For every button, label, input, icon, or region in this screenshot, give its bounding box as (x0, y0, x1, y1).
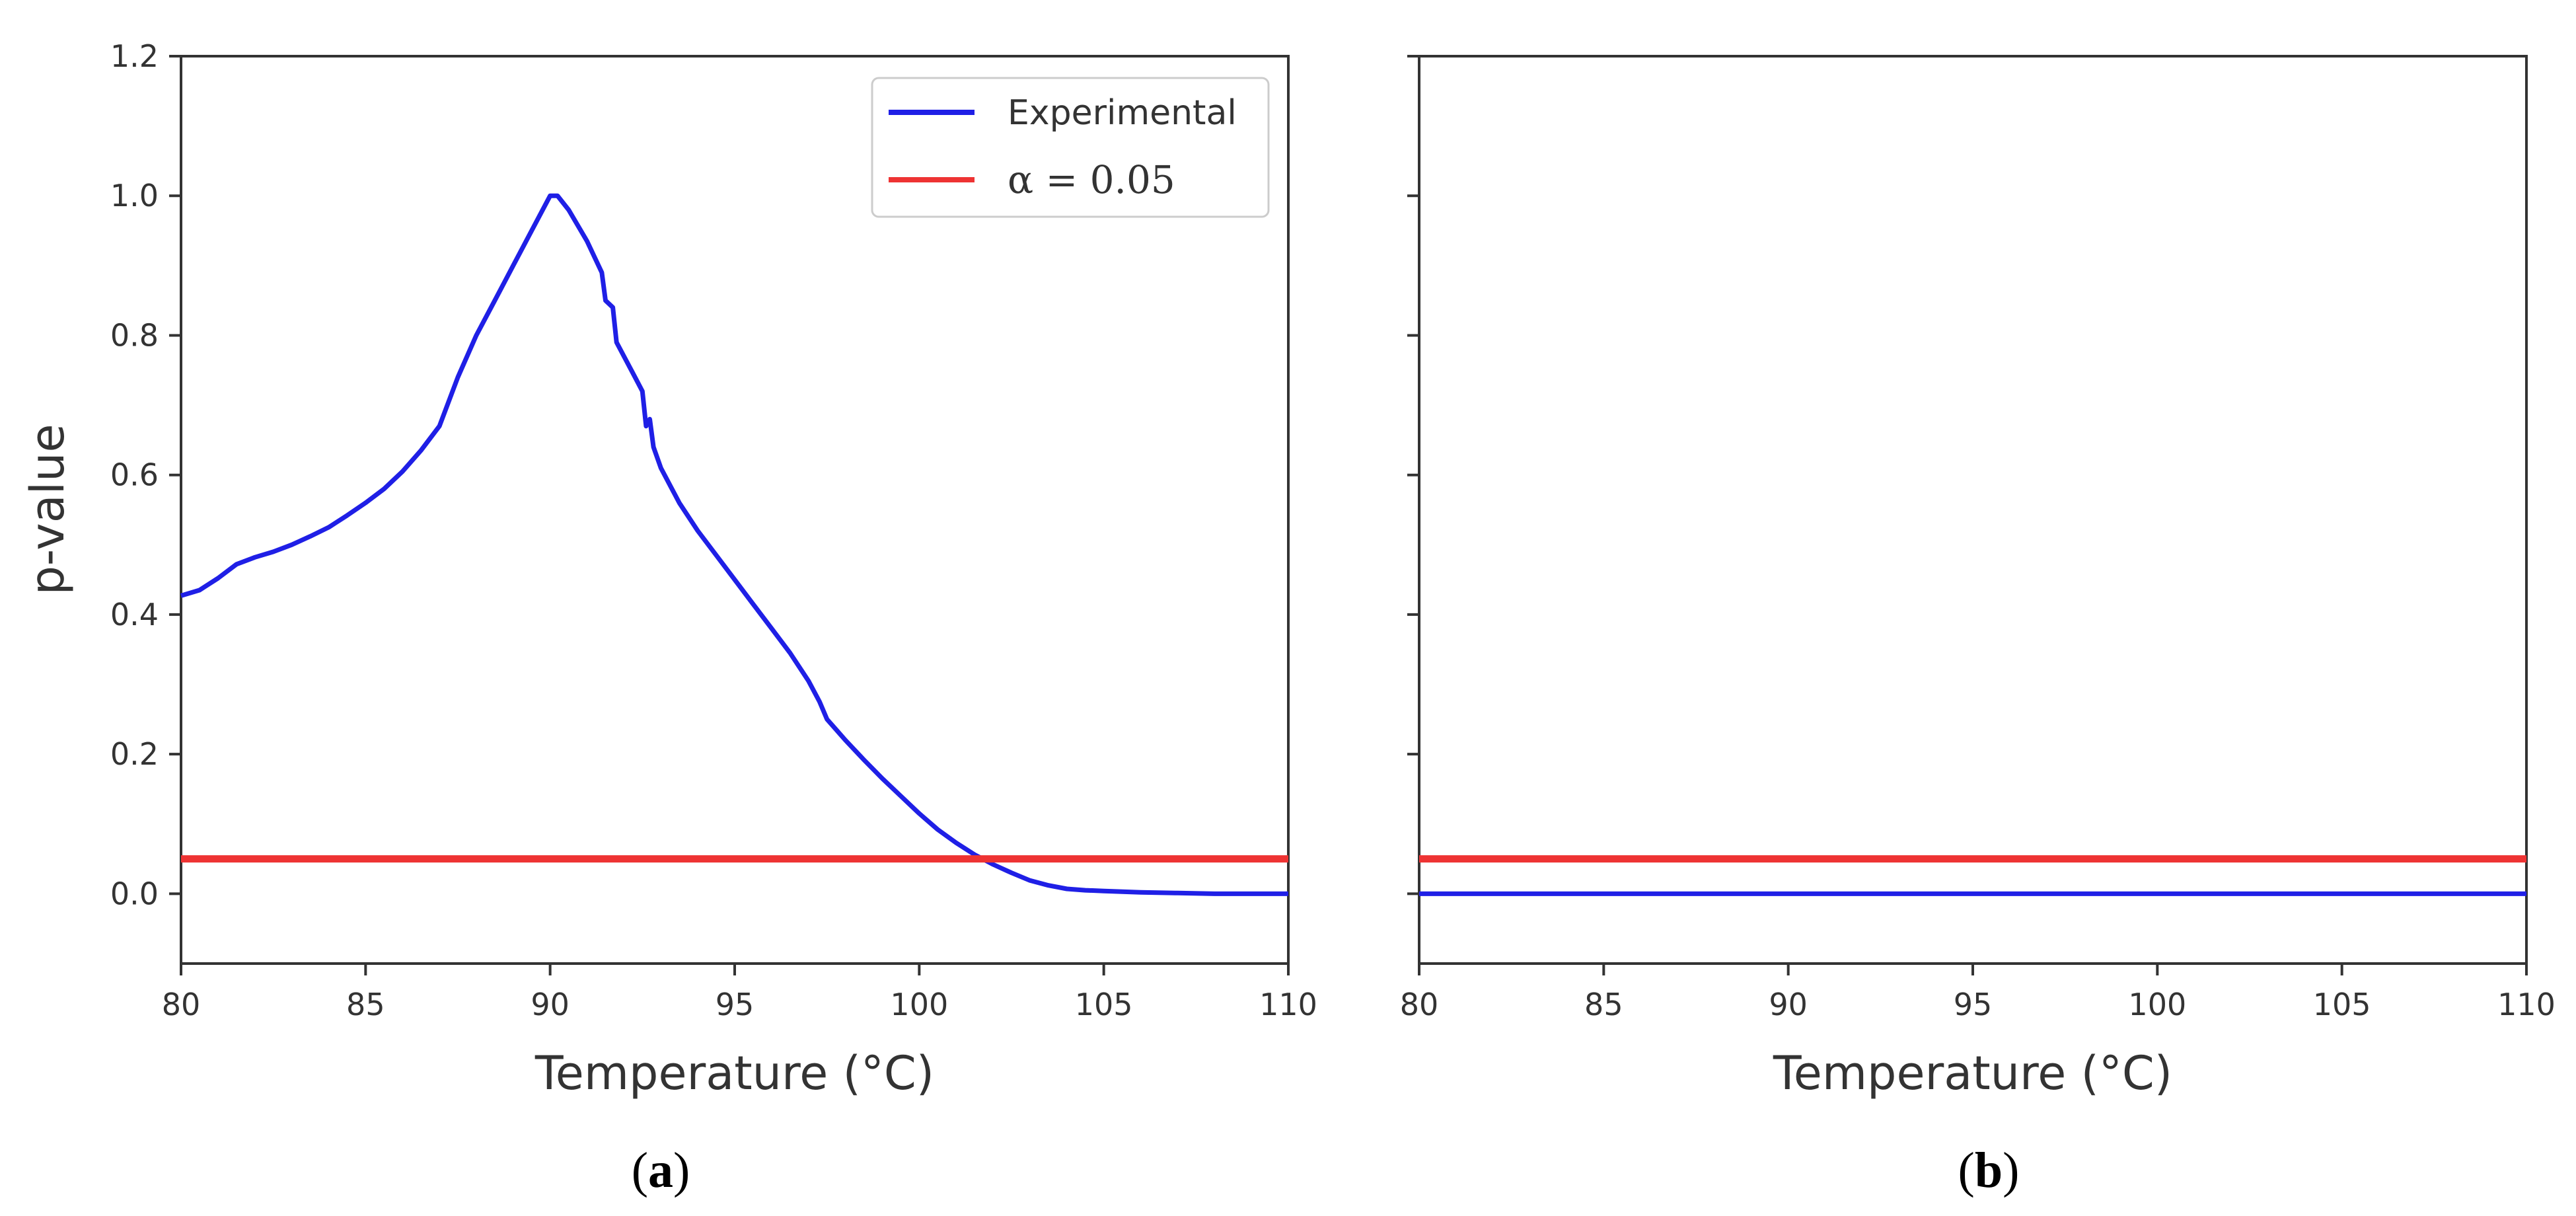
panel-a-y-tick-label: 0.6 (110, 457, 159, 493)
panel-a-y-tick-label: 1.2 (110, 38, 159, 74)
panel-a-x-tick-label: 95 (716, 987, 754, 1022)
panel-b-x-tick-label: 105 (2313, 987, 2371, 1022)
panel-a-x-ticks: 80 85 90 95 100 105 110 (162, 964, 1317, 1022)
panel-a-y-tick-label: 0.2 (110, 736, 159, 772)
panel-a-series-experimental (180, 193, 1288, 896)
panel-b-chart: 80 85 90 95 100 105 110 Temperature (°C) (b) (1400, 55, 2556, 1198)
panel-a-series (180, 193, 1288, 896)
panel-a-x-tick-label: 100 (890, 987, 948, 1022)
panel-a-x-tick-label: 105 (1075, 987, 1133, 1022)
panel-b-x-tick-label: 80 (1400, 987, 1439, 1022)
panel-a-chart: 0.00.20.40.60.81.01.2 80 85 90 95 100 105 110 … (20, 38, 1317, 1198)
panel-a-y-tick-label: 0.4 (110, 597, 159, 632)
panel-a-caption: (a) (632, 1143, 690, 1198)
panel-b-x-axis-label: Temperature (°C) (1773, 1046, 2172, 1100)
panel-a-y-tick-label: 1.0 (110, 178, 159, 213)
panel-a-x-tick-label: 80 (162, 987, 201, 1022)
panel-b-x-tick-label: 90 (1769, 987, 1808, 1022)
panel-b-x-ticks: 80 85 90 95 100 105 110 (1400, 964, 2556, 1022)
panel-b-x-tick-label: 85 (1584, 987, 1623, 1022)
panel-a-x-tick-label: 110 (1259, 987, 1317, 1022)
panel-b-x-tick-label: 100 (2128, 987, 2186, 1022)
legend-label-alpha: α = 0.05 (1008, 157, 1175, 202)
panel-b-x-tick-label: 95 (1954, 987, 1993, 1022)
panel-a-y-axis-label: p-value (20, 424, 75, 595)
panel-a-x-tick-label: 90 (531, 987, 570, 1022)
panel-a-y-tick-label: 0.8 (110, 317, 159, 353)
panel-a-x-tick-label: 85 (346, 987, 385, 1022)
panel-a-x-axis-label: Temperature (°C) (534, 1046, 934, 1100)
panel-b-series (1419, 855, 2526, 896)
panel-b-x-tick-label: 110 (2497, 987, 2556, 1022)
panel-b-plot-frame (1418, 55, 2528, 965)
panel-a-y-ticks: 0.0 0.2 0.4 0.6 0.8 1.0 1.2 (110, 38, 181, 911)
panel-a-y-tick-label: 0.0 (110, 876, 159, 911)
panel-b-caption: (b) (1958, 1143, 2020, 1198)
legend-label-experimental: Experimental (1008, 93, 1237, 133)
panel-a-legend: Experimental α = 0.05 (871, 77, 1270, 218)
panel-b-y-ticks (1407, 55, 1419, 895)
